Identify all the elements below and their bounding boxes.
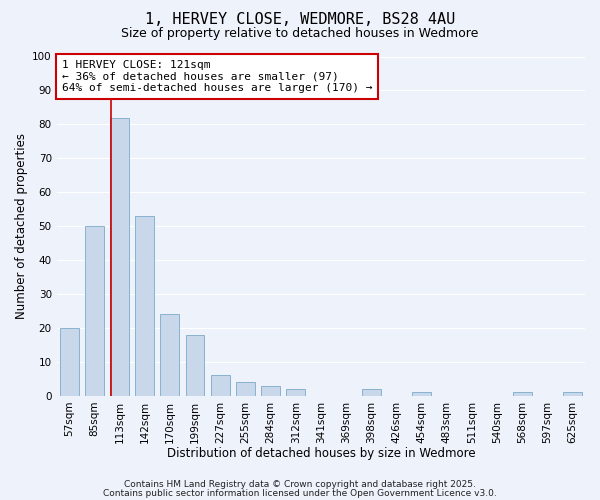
Bar <box>563 392 582 396</box>
Bar <box>85 226 104 396</box>
Bar <box>412 392 431 396</box>
Bar <box>236 382 255 396</box>
Bar <box>110 118 129 396</box>
Text: Contains HM Land Registry data © Crown copyright and database right 2025.: Contains HM Land Registry data © Crown c… <box>124 480 476 489</box>
Bar <box>362 389 380 396</box>
Text: 1 HERVEY CLOSE: 121sqm
← 36% of detached houses are smaller (97)
64% of semi-det: 1 HERVEY CLOSE: 121sqm ← 36% of detached… <box>62 60 373 93</box>
Bar <box>286 389 305 396</box>
Bar <box>211 376 230 396</box>
Text: Size of property relative to detached houses in Wedmore: Size of property relative to detached ho… <box>121 28 479 40</box>
Text: Contains public sector information licensed under the Open Government Licence v3: Contains public sector information licen… <box>103 488 497 498</box>
Bar <box>512 392 532 396</box>
Bar <box>160 314 179 396</box>
Bar <box>135 216 154 396</box>
X-axis label: Distribution of detached houses by size in Wedmore: Distribution of detached houses by size … <box>167 447 475 460</box>
Bar <box>261 386 280 396</box>
Y-axis label: Number of detached properties: Number of detached properties <box>15 133 28 319</box>
Bar <box>60 328 79 396</box>
Text: 1, HERVEY CLOSE, WEDMORE, BS28 4AU: 1, HERVEY CLOSE, WEDMORE, BS28 4AU <box>145 12 455 28</box>
Bar <box>185 335 205 396</box>
